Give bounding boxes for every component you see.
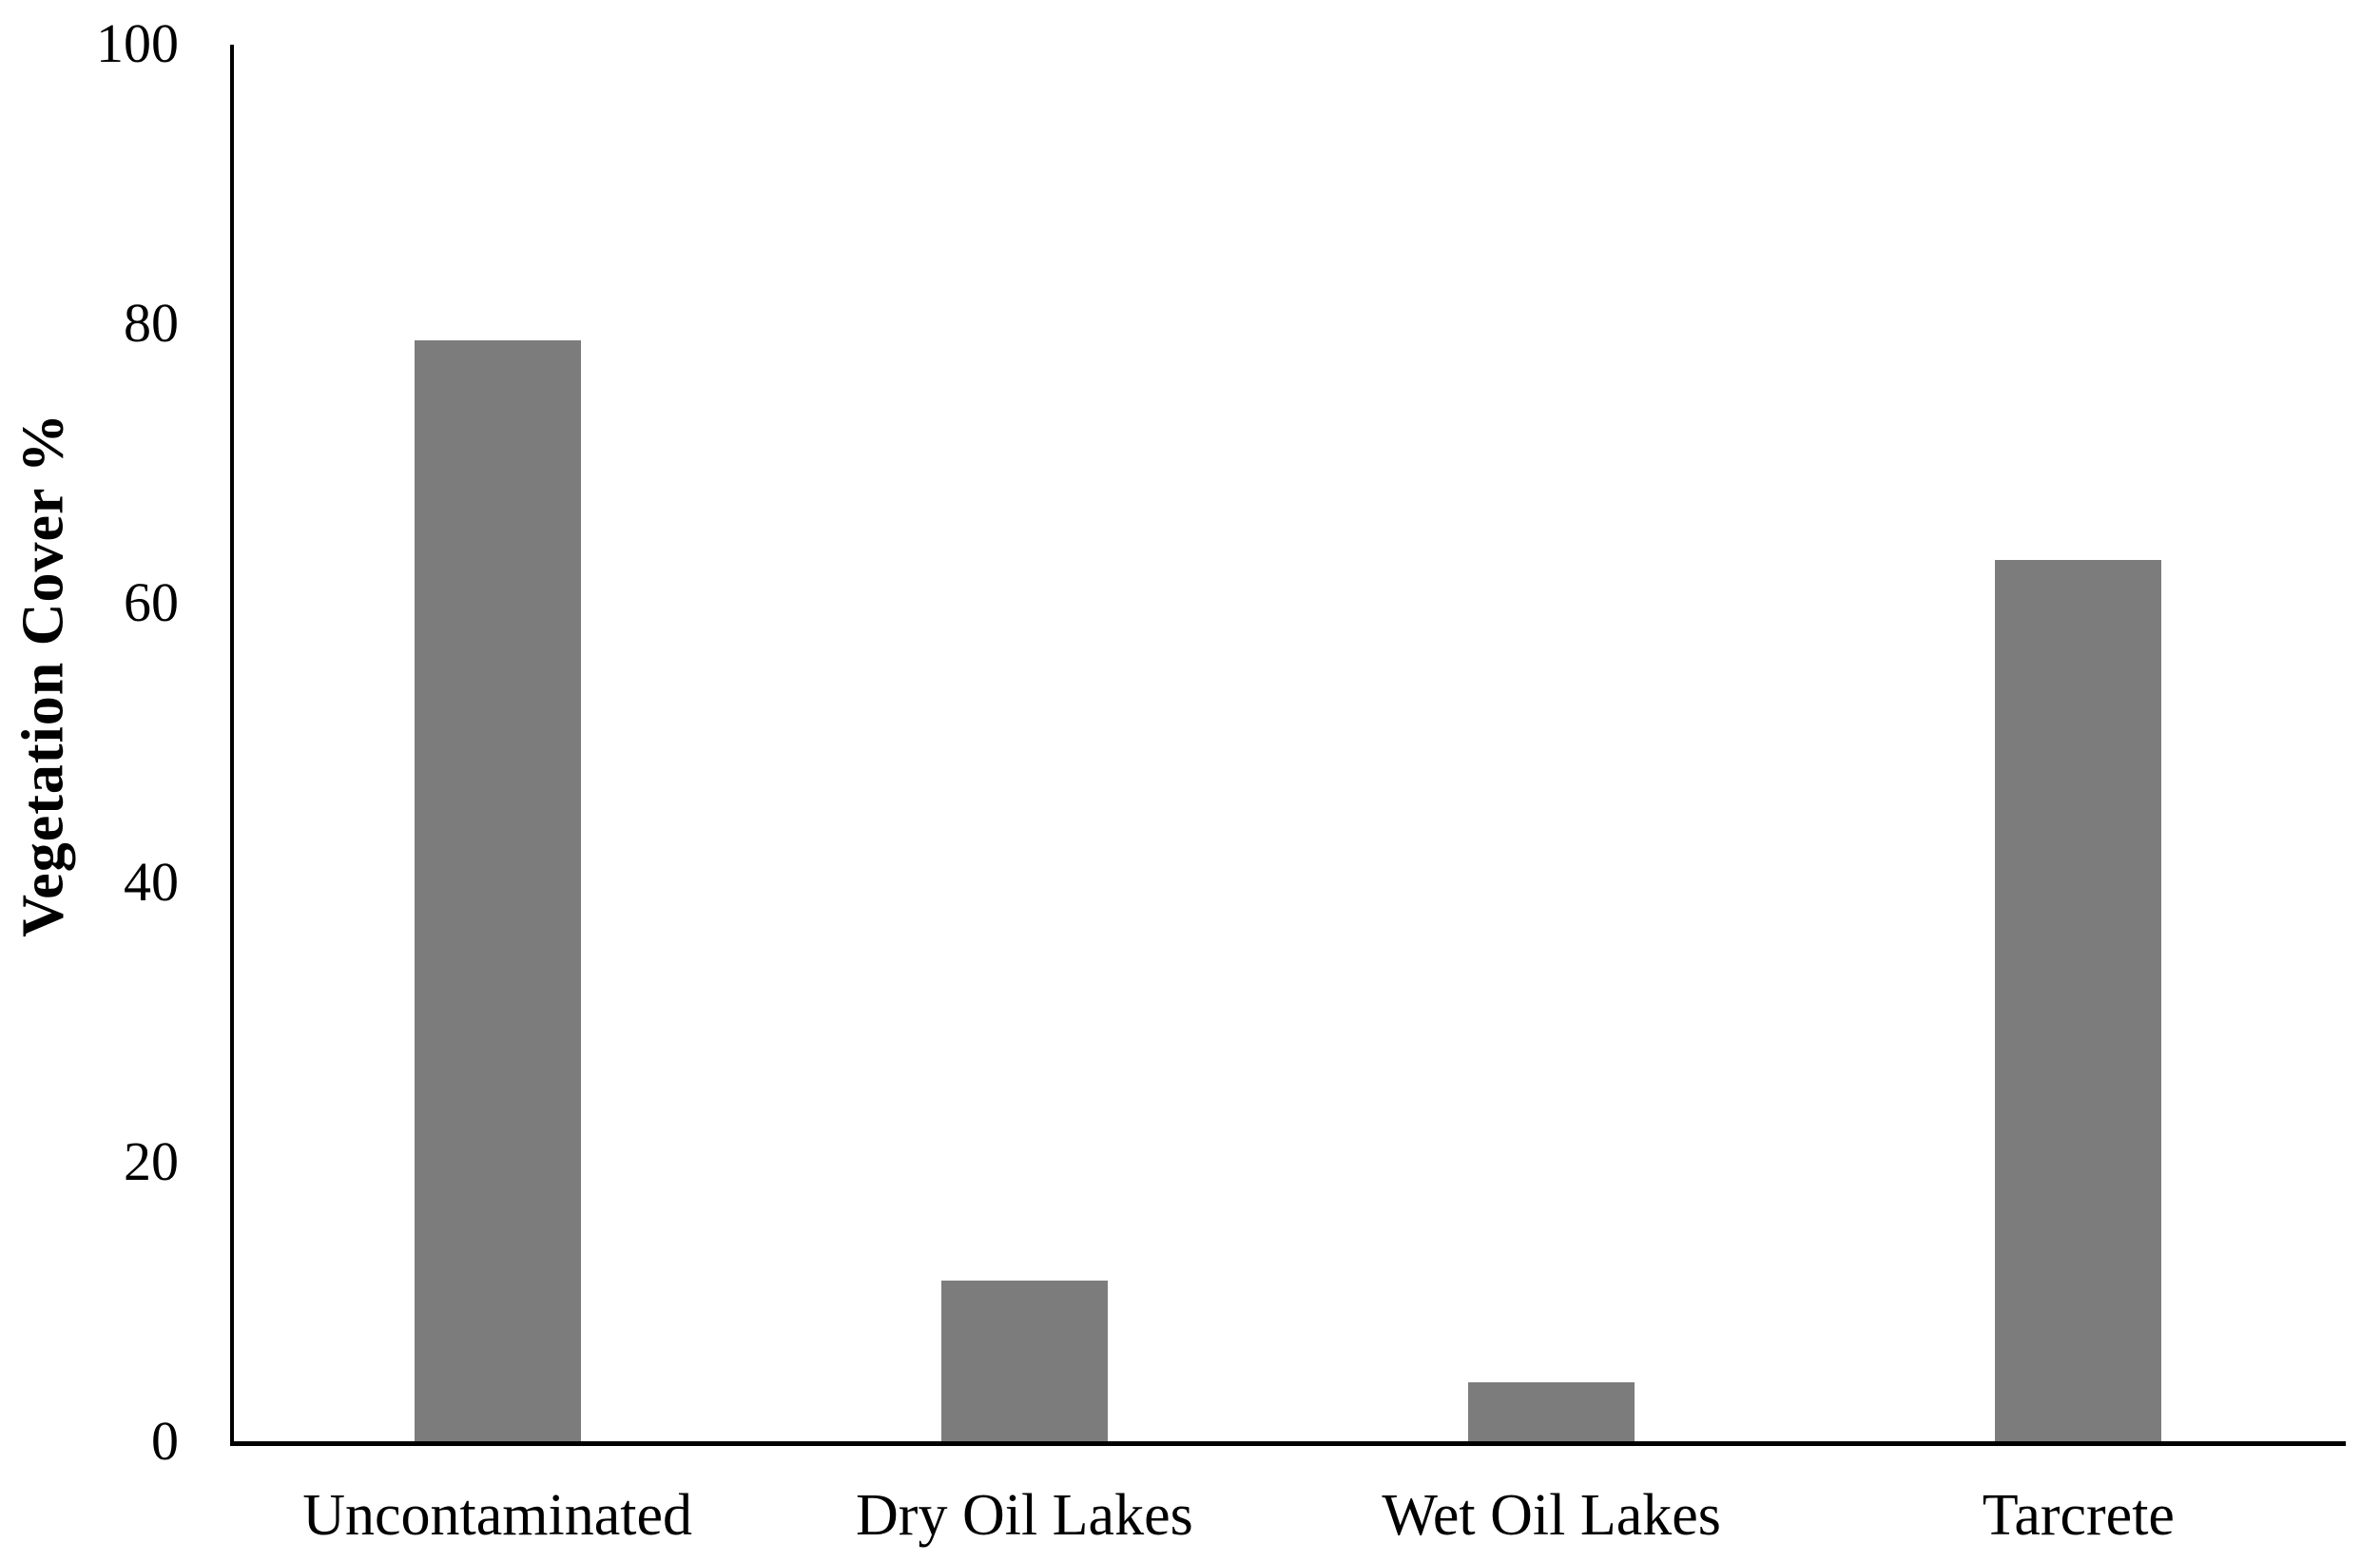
y-tick-label: 40 — [124, 850, 179, 913]
bar-dry-oil-lakes — [940, 1281, 1108, 1441]
x-category-label-wet-oil-lakes: Wet Oil Lakes — [1382, 1482, 1721, 1548]
bar-uncontaminated — [414, 340, 581, 1441]
y-tick-label: 80 — [124, 291, 179, 354]
x-category-label-uncontaminated: Uncontaminated — [302, 1482, 692, 1548]
x-axis-line — [230, 1441, 2346, 1446]
plot-area — [234, 45, 2342, 1441]
bar-slot-wet-oil-lakes — [1288, 45, 1815, 1441]
x-category-label-dry-oil-lakes: Dry Oil Lakes — [856, 1482, 1193, 1548]
y-axis-line — [230, 45, 234, 1446]
bar-slot-tarcrete — [1815, 45, 2342, 1441]
bar-wet-oil-lakes — [1468, 1382, 1635, 1441]
bar-tarcrete — [1995, 560, 2162, 1441]
y-tick-label: 0 — [151, 1409, 179, 1472]
y-tick-label: 20 — [124, 1129, 179, 1192]
y-tick-label: 100 — [96, 11, 179, 74]
x-category-label-tarcrete: Tarcrete — [1982, 1482, 2175, 1548]
y-tick-label: 60 — [124, 570, 179, 633]
bar-slot-uncontaminated — [234, 45, 761, 1441]
y-axis-tick-labels: 100 80 60 40 20 0 — [0, 15, 179, 1468]
bar-slot-dry-oil-lakes — [761, 45, 1287, 1441]
x-axis-category-labels: Uncontaminated Dry Oil Lakes Wet Oil Lak… — [234, 1479, 2342, 1551]
